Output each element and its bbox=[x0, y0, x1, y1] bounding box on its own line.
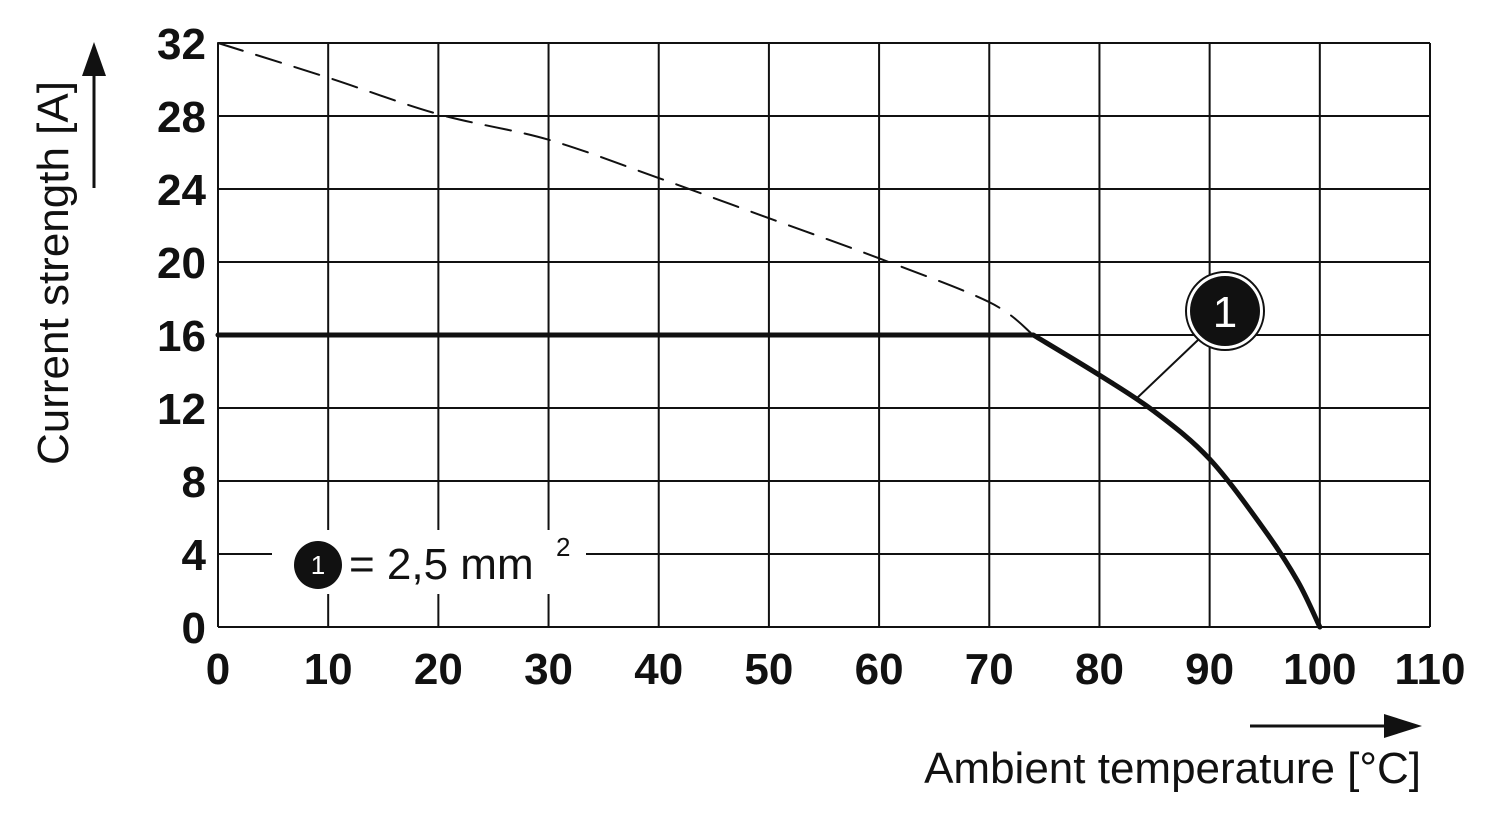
x-tick-label: 90 bbox=[1185, 645, 1234, 694]
series-line-1 bbox=[215, 332, 1323, 630]
series-line-dashed bbox=[217, 42, 1035, 336]
x-tick-label: 50 bbox=[744, 645, 793, 694]
legend-superscript: 2 bbox=[556, 532, 570, 562]
y-tick-label: 16 bbox=[157, 312, 206, 361]
y-tick-label: 28 bbox=[157, 93, 206, 142]
y-tick-label: 4 bbox=[182, 531, 207, 580]
y-axis-label: Current strength [A] bbox=[29, 81, 78, 465]
legend-text: = 2,5 mm bbox=[349, 540, 534, 589]
x-tick-label: 60 bbox=[855, 645, 904, 694]
x-tick-labels: 0 10 20 30 40 50 60 70 80 90 100 110 bbox=[206, 645, 1466, 694]
x-tick-label: 80 bbox=[1075, 645, 1124, 694]
x-axis-arrow bbox=[1250, 714, 1422, 738]
legend-marker-label: 1 bbox=[311, 550, 325, 580]
series-lines bbox=[215, 42, 1323, 630]
y-tick-label: 24 bbox=[157, 166, 206, 215]
y-tick-label: 32 bbox=[157, 20, 206, 69]
x-tick-label: 0 bbox=[206, 645, 230, 694]
series-annotation: 1 bbox=[1135, 271, 1265, 400]
y-axis-arrow bbox=[82, 42, 106, 188]
x-tick-label: 20 bbox=[414, 645, 463, 694]
x-axis-label: Ambient temperature [°C] bbox=[924, 744, 1421, 793]
x-tick-label: 40 bbox=[634, 645, 683, 694]
legend: 1 = 2,5 mm 2 bbox=[272, 530, 586, 594]
y-tick-label: 20 bbox=[157, 239, 206, 288]
x-tick-label: 70 bbox=[965, 645, 1014, 694]
x-tick-label: 30 bbox=[524, 645, 573, 694]
y-tick-label: 12 bbox=[157, 385, 206, 434]
y-tick-labels: 0 4 8 12 16 20 24 28 32 bbox=[157, 20, 206, 653]
legend-marker-circle bbox=[294, 541, 342, 589]
x-tick-label: 10 bbox=[304, 645, 353, 694]
annotation-badge-circle bbox=[1190, 276, 1260, 346]
annotation-badge-label: 1 bbox=[1213, 288, 1237, 337]
legend-marker-badge: 1 bbox=[294, 541, 342, 589]
y-tick-label: 8 bbox=[182, 458, 206, 507]
x-tick-label: 110 bbox=[1395, 645, 1466, 694]
x-tick-label: 100 bbox=[1283, 645, 1356, 694]
annotation-leader-line bbox=[1135, 339, 1199, 400]
y-tick-label: 0 bbox=[182, 604, 206, 653]
